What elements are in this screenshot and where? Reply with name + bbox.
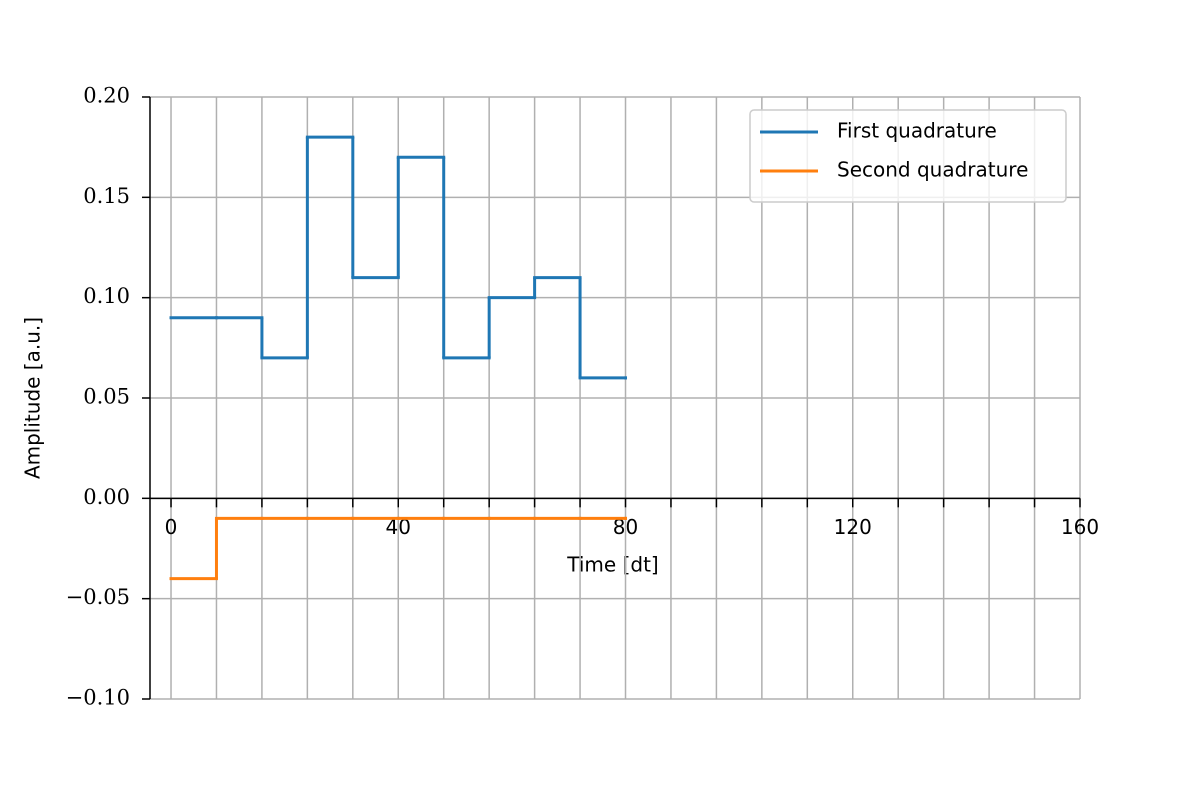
y-tick-label: 0.05 bbox=[83, 385, 130, 409]
x-tick-label: 120 bbox=[834, 515, 872, 539]
y-tick-label: 0.10 bbox=[83, 284, 130, 308]
y-tick-label: 0.20 bbox=[83, 84, 130, 108]
y-tick-label: 0.15 bbox=[83, 184, 130, 208]
y-axis-label: Amplitude [a.u.] bbox=[21, 317, 45, 479]
legend-box bbox=[749, 109, 1067, 203]
x-tick-label: 0 bbox=[165, 515, 178, 539]
legend-label: Second quadrature bbox=[837, 158, 1028, 182]
x-axis-label: Time [dt] bbox=[566, 553, 658, 577]
y-tick-label: −0.05 bbox=[66, 585, 130, 609]
y-tick-label: −0.10 bbox=[66, 686, 130, 710]
legend-label: First quadrature bbox=[837, 119, 997, 143]
x-tick-label: 160 bbox=[1061, 515, 1099, 539]
y-tick-label: 0.00 bbox=[83, 485, 130, 509]
